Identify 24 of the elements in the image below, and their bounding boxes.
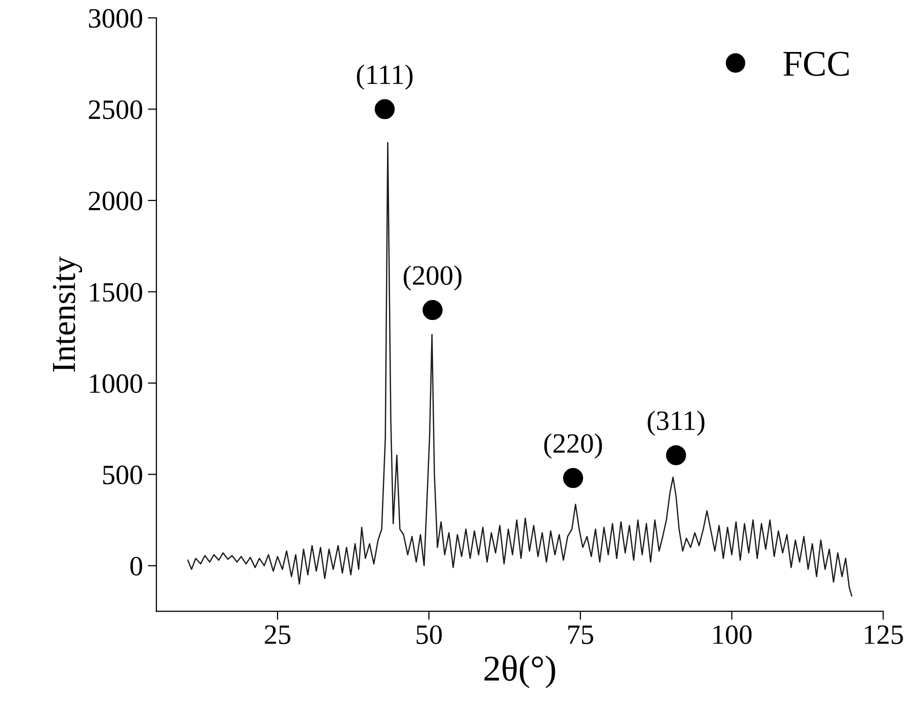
line-series bbox=[187, 142, 852, 596]
point bbox=[666, 445, 686, 466]
x-tick-label: 25 bbox=[264, 625, 290, 644]
legend-label: FCC bbox=[783, 52, 849, 76]
annotation: (111) bbox=[356, 64, 413, 90]
x-tick-label: 50 bbox=[416, 625, 442, 644]
point bbox=[563, 468, 584, 488]
x-axis-title: 2θ(°) bbox=[484, 655, 556, 688]
y-tick-label: 3000 bbox=[88, 9, 142, 28]
y-tick-label: 2000 bbox=[88, 192, 142, 210]
x-tick-label: 100 bbox=[713, 625, 752, 644]
x-tick-label: 75 bbox=[568, 626, 594, 644]
point bbox=[374, 99, 395, 120]
y-tick-label: 1500 bbox=[90, 282, 142, 302]
point bbox=[422, 300, 443, 320]
annotation: (200) bbox=[404, 265, 462, 291]
y-axis-title: Intensity bbox=[52, 256, 82, 372]
y-tick-label: 500 bbox=[103, 466, 142, 484]
annotation: (311) bbox=[648, 410, 704, 436]
y-tick-label: 0 bbox=[130, 556, 142, 576]
y-tick-label: 1000 bbox=[90, 374, 142, 393]
annotation: (220) bbox=[544, 433, 602, 459]
x-tick-label: 125 bbox=[864, 625, 903, 644]
y-tick-label: 2500 bbox=[88, 100, 142, 120]
